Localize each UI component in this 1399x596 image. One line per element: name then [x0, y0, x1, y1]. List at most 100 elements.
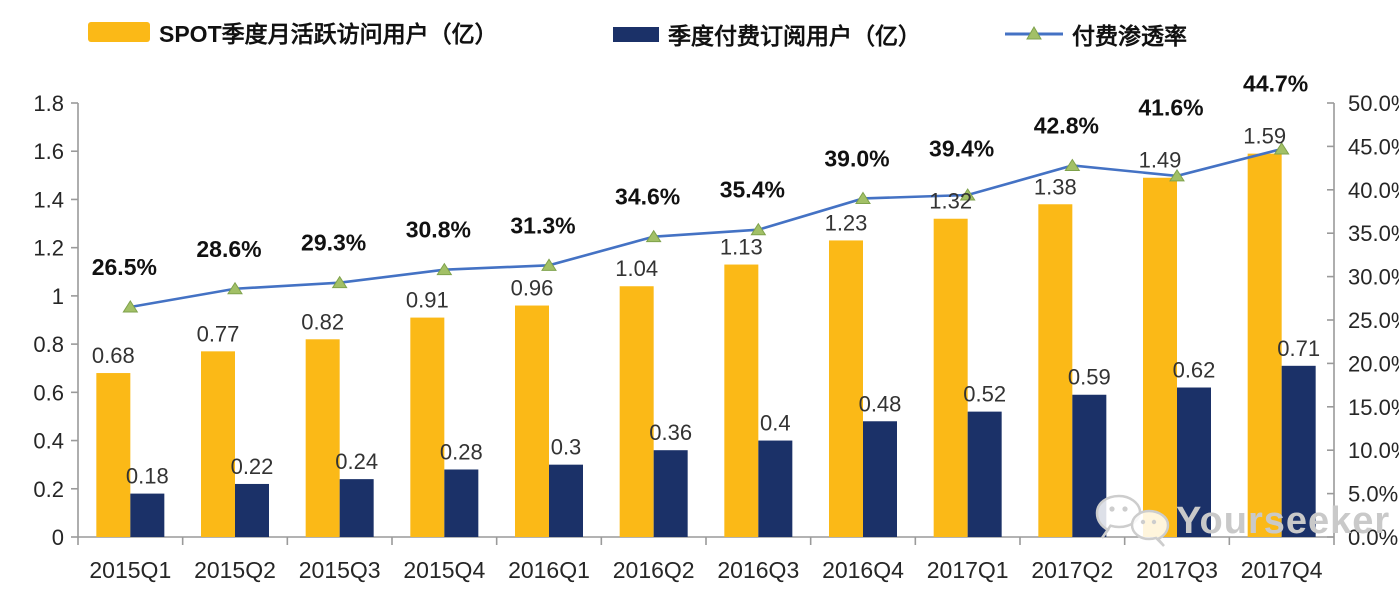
penetration-pct-label: 44.7% [1243, 71, 1308, 97]
bar-mau-2016Q3 [724, 264, 759, 537]
penetration-pct-label: 35.4% [720, 177, 785, 203]
x-axis-category-label: 2017Q3 [1136, 557, 1218, 583]
x-axis-category-label: 2016Q2 [613, 557, 695, 583]
penetration-pct-label: 39.4% [929, 136, 994, 162]
legend-label-penetration: 付费渗透率 [1072, 23, 1187, 49]
bar-subscribers-2015Q2 [235, 483, 269, 537]
bar-mau-2017Q4 [1247, 153, 1282, 537]
bar-subscribers-2016Q3 [758, 440, 793, 537]
watermark-text: Yourseeker [1176, 499, 1391, 542]
mau-value-label: 0.96 [511, 276, 554, 301]
penetration-legend-line-icon [1005, 26, 1063, 40]
penetration-pct-label: 42.8% [1034, 112, 1099, 138]
penetration-pct-label: 31.3% [510, 212, 575, 238]
watermark: Yourseeker [1094, 494, 1390, 548]
x-axis-category-label: 2017Q1 [927, 557, 1009, 583]
bar-mau-2016Q1 [515, 305, 549, 537]
right-axis-tick-label: 15.0% [1348, 395, 1399, 420]
legend-label-subscribers: 季度付费订阅用户（亿） [668, 23, 921, 49]
right-axis-tick-label: 0.0% [1348, 525, 1398, 550]
x-axis-category-label: 2016Q3 [717, 557, 799, 583]
x-axis-category-label: 2015Q4 [403, 557, 485, 583]
bar-mau-2015Q2 [201, 351, 235, 537]
bar-subscribers-2017Q4 [1281, 365, 1316, 537]
left-axis-tick-label: 1.6 [33, 139, 64, 164]
penetration-marker-2016Q1 [541, 258, 557, 271]
subscriber-value-label: 0.62 [1173, 358, 1216, 383]
penetration-pct-label: 30.8% [406, 217, 471, 243]
bar-subscribers-2017Q1 [967, 411, 1002, 537]
mau-value-label: 0.68 [92, 343, 135, 368]
subscriber-value-label: 0.71 [1277, 336, 1320, 361]
mau-value-label: 1.38 [1034, 174, 1077, 199]
left-axis-tick-label: 1 [52, 284, 64, 309]
mau-value-label: 0.77 [197, 321, 240, 346]
subscriber-value-label: 0.52 [963, 382, 1006, 407]
mau-value-label: 1.49 [1139, 148, 1182, 173]
penetration-pct-label: 29.3% [301, 230, 366, 256]
penetration-marker-2015Q2 [227, 281, 243, 295]
subscriber-value-label: 0.18 [126, 464, 169, 489]
left-axis-tick-label: 0.8 [33, 332, 64, 357]
penetration-marker-2017Q3 [1169, 168, 1185, 182]
penetration-pct-label: 26.5% [92, 254, 157, 280]
subscriber-value-label: 0.59 [1068, 365, 1111, 390]
left-axis-tick-label: 1.8 [33, 91, 64, 116]
penetration-marker-2016Q2 [645, 229, 662, 243]
penetration-marker-2015Q4 [436, 262, 453, 276]
x-axis-category-label: 2015Q3 [299, 557, 381, 583]
penetration-marker-2017Q2 [1064, 158, 1081, 171]
right-axis-tick-label: 45.0% [1348, 134, 1399, 159]
right-axis-tick-label: 25.0% [1348, 308, 1399, 333]
right-axis-tick-label: 20.0% [1348, 351, 1399, 376]
bar-mau-2015Q4 [410, 317, 445, 537]
penetration-pct-label: 28.6% [196, 236, 261, 262]
mau-value-label: 1.32 [929, 189, 972, 214]
mau-value-label: 0.82 [301, 309, 344, 334]
bar-subscribers-2015Q1 [130, 493, 165, 537]
subscriber-value-label: 0.4 [760, 411, 791, 436]
mau-value-label: 0.91 [406, 288, 449, 313]
right-axis-tick-label: 40.0% [1348, 178, 1399, 203]
right-axis-tick-label: 30.0% [1348, 265, 1399, 290]
subscriber-value-label: 0.3 [551, 435, 582, 460]
mau-legend-swatch-icon [88, 22, 150, 42]
x-axis-category-label: 2017Q2 [1031, 557, 1113, 583]
left-axis-tick-label: 1.2 [33, 236, 64, 261]
legend-item-subscribers: 季度付费订阅用户（亿） [613, 19, 921, 49]
bar-subscribers-2016Q4 [863, 421, 897, 537]
bar-subscribers-2015Q3 [339, 479, 374, 537]
right-axis-tick-label: 35.0% [1348, 221, 1399, 246]
bar-subscribers-2016Q1 [549, 464, 583, 537]
penetration-marker-2017Q1 [959, 188, 976, 201]
left-axis-tick-label: 0 [52, 525, 64, 550]
bar-mau-2017Q1 [933, 218, 968, 537]
penetration-marker-2015Q1 [122, 300, 139, 313]
penetration-marker-2016Q3 [750, 222, 767, 236]
legend-item-penetration: 付费渗透率 [1005, 19, 1187, 49]
right-axis-tick-label: 10.0% [1348, 438, 1399, 463]
left-axis-tick-label: 0.6 [33, 380, 64, 405]
penetration-marker-2016Q4 [855, 191, 871, 204]
penetration-marker-2017Q4 [1273, 142, 1290, 155]
penetration-line [130, 147, 1282, 309]
bar-subscribers-2016Q2 [653, 450, 688, 537]
subscriber-value-label: 0.24 [335, 449, 378, 474]
x-axis-category-label: 2016Q4 [822, 557, 904, 583]
x-axis-category-label: 2015Q2 [194, 557, 276, 583]
mau-value-label: 1.23 [825, 210, 868, 235]
bar-subscribers-2017Q3 [1177, 387, 1211, 537]
mau-value-label: 1.59 [1243, 124, 1286, 149]
mau-value-label: 1.04 [615, 256, 658, 281]
subscriber-value-label: 0.48 [859, 391, 902, 416]
penetration-marker-2015Q3 [331, 275, 348, 289]
subscriber-value-label: 0.36 [649, 420, 692, 445]
subscribers-legend-swatch-icon [613, 26, 659, 42]
subscriber-value-label: 0.28 [440, 439, 483, 464]
left-axis-tick-label: 1.4 [33, 187, 64, 212]
bar-subscribers-2015Q4 [444, 469, 479, 537]
subscriber-value-label: 0.22 [231, 454, 274, 479]
bar-mau-2016Q4 [829, 240, 863, 537]
